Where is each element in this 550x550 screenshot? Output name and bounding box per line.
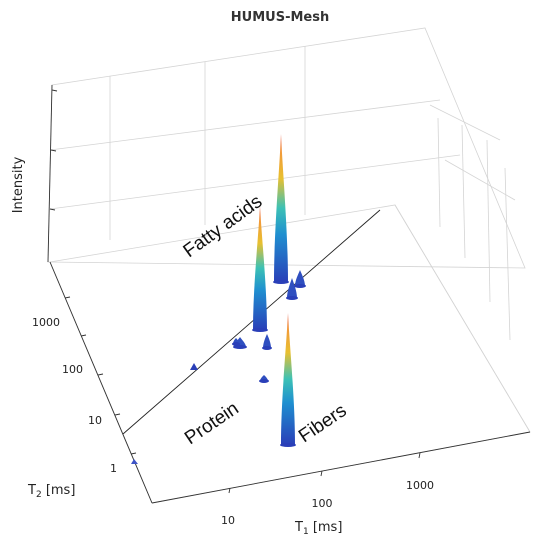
x-axis-label: T1 [ms] — [294, 520, 342, 537]
small-markers — [131, 363, 198, 464]
x-axis — [151, 431, 531, 504]
peak-base — [286, 296, 298, 300]
peak-base — [232, 342, 240, 346]
peak-base — [280, 443, 296, 447]
peak-marker — [190, 363, 198, 370]
peak-base — [259, 379, 269, 383]
annotation-fibers: Fibers — [295, 400, 351, 447]
annotation-fatty-acids: Fatty acids — [180, 191, 267, 262]
x-tick-label: 10 — [221, 514, 235, 527]
x-tick-label: 1000 — [406, 479, 434, 492]
y-axis — [49, 261, 153, 504]
y-tick-label: 100 — [62, 363, 83, 376]
peak-base — [262, 346, 272, 350]
peak-base — [294, 284, 306, 288]
y-axis-label: T2 [ms] — [27, 483, 75, 500]
peak — [295, 270, 305, 286]
y-tick-label: 1 — [110, 462, 117, 475]
peak — [274, 134, 288, 282]
peak — [281, 313, 295, 445]
chart-title: HUMUS-Mesh — [231, 10, 329, 25]
peak — [263, 334, 271, 348]
y-tick-label: 1000 — [32, 316, 60, 329]
peak — [287, 278, 297, 298]
z-axis — [47, 84, 58, 263]
back-wall-grid — [47, 27, 526, 341]
peak-base — [273, 280, 289, 284]
annotation-protein: Protein — [181, 398, 243, 449]
y-tick-label: 10 — [88, 414, 102, 427]
peak-base — [252, 328, 268, 332]
diagonal-line — [122, 209, 381, 435]
peak-base — [233, 345, 247, 349]
peak-marker — [131, 459, 138, 464]
z-axis-label: Intensity — [11, 156, 26, 213]
x-tick-label: 100 — [312, 497, 333, 510]
peak — [253, 206, 267, 330]
peaks-layer — [232, 134, 306, 447]
